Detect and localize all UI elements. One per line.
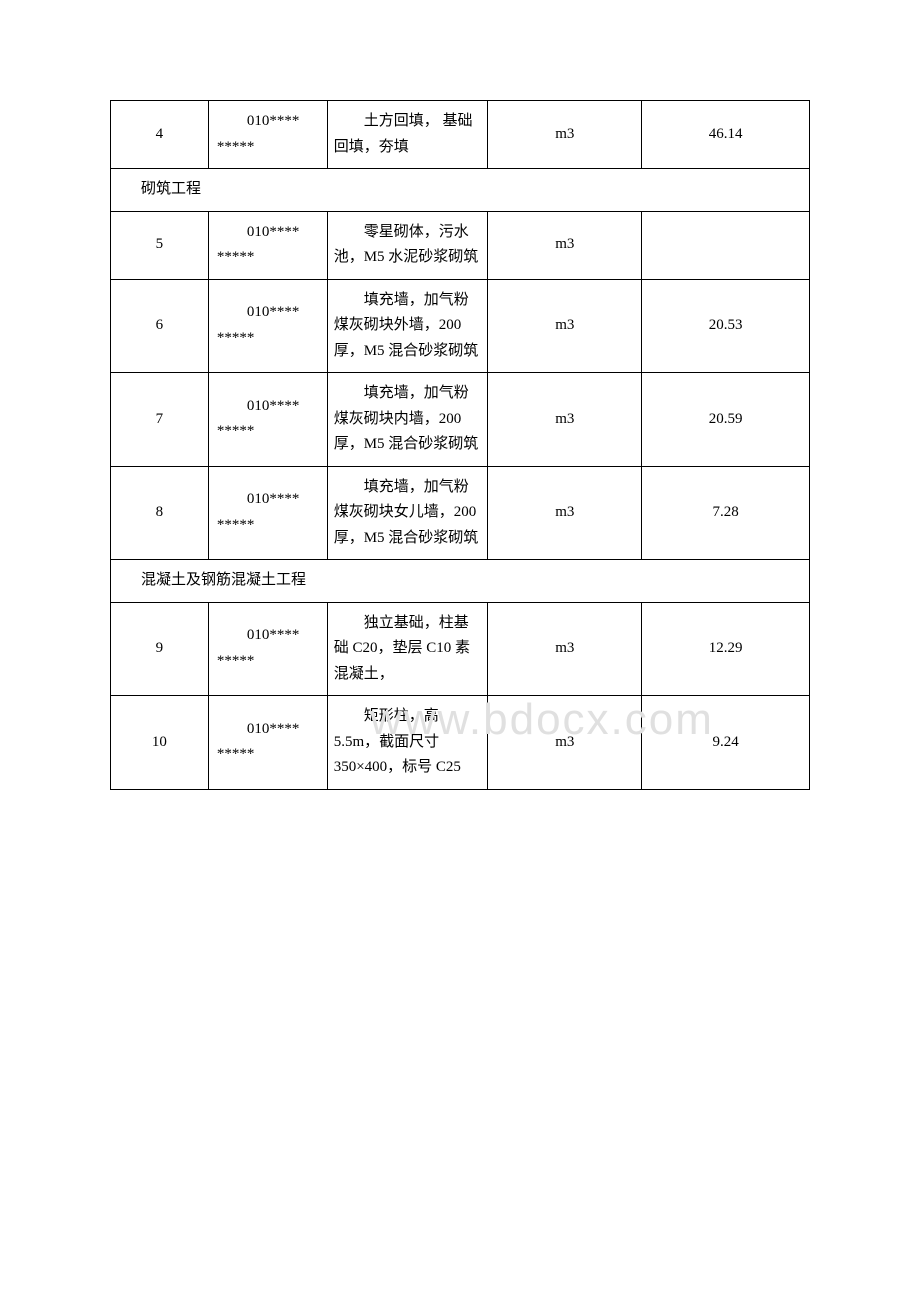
cell-qty: 20.59 bbox=[642, 373, 810, 467]
cell-num: 7 bbox=[111, 373, 209, 467]
cell-unit: m3 bbox=[488, 101, 642, 169]
cell-code: 010**** ***** bbox=[208, 373, 327, 467]
table-row: 9 010**** ***** 独立基础，柱基础 C20，垫层 C10 素混凝土… bbox=[111, 602, 810, 696]
cell-num: 5 bbox=[111, 211, 209, 279]
cell-desc: 填充墙，加气粉煤灰砌块内墙，200 厚，M5 混合砂浆砌筑 bbox=[327, 373, 488, 467]
table-row: 5 010**** ***** 零星砌体，污水池，M5 水泥砂浆砌筑 m3 bbox=[111, 211, 810, 279]
cell-num: 8 bbox=[111, 466, 209, 560]
cell-code: 010**** ***** bbox=[208, 279, 327, 373]
cell-unit: m3 bbox=[488, 466, 642, 560]
table-row: 6 010**** ***** 填充墙，加气粉煤灰砌块外墙，200 厚，M5 混… bbox=[111, 279, 810, 373]
cell-desc: 土方回填， 基础回填，夯填 bbox=[327, 101, 488, 169]
cell-qty: 46.14 bbox=[642, 101, 810, 169]
cell-desc: 矩形柱，高 5.5m，截面尺寸 350×400，标号 C25 bbox=[327, 696, 488, 790]
table-row: 8 010**** ***** 填充墙，加气粉煤灰砌块女儿墙，200 厚，M5 … bbox=[111, 466, 810, 560]
cell-code: 010**** ***** bbox=[208, 101, 327, 169]
cell-desc: 填充墙，加气粉煤灰砌块外墙，200 厚，M5 混合砂浆砌筑 bbox=[327, 279, 488, 373]
table-body: 4 010**** ***** 土方回填， 基础回填，夯填 m3 46.14 砌… bbox=[111, 101, 810, 790]
cell-num: 6 bbox=[111, 279, 209, 373]
section-header: 混凝土及钢筋混凝土工程 bbox=[111, 560, 810, 603]
table-wrapper: www.bdocx.com 4 010**** ***** 土方回填， 基础回填… bbox=[110, 100, 810, 790]
table-row: 7 010**** ***** 填充墙，加气粉煤灰砌块内墙，200 厚，M5 混… bbox=[111, 373, 810, 467]
cell-desc: 独立基础，柱基础 C20，垫层 C10 素混凝土， bbox=[327, 602, 488, 696]
cell-unit: m3 bbox=[488, 373, 642, 467]
cell-qty: 20.53 bbox=[642, 279, 810, 373]
table-section-row: 混凝土及钢筋混凝土工程 bbox=[111, 560, 810, 603]
cell-unit: m3 bbox=[488, 696, 642, 790]
cell-unit: m3 bbox=[488, 602, 642, 696]
table-row: 10 010**** ***** 矩形柱，高 5.5m，截面尺寸 350×400… bbox=[111, 696, 810, 790]
bill-of-quantities-table: 4 010**** ***** 土方回填， 基础回填，夯填 m3 46.14 砌… bbox=[110, 100, 810, 790]
cell-desc: 零星砌体，污水池，M5 水泥砂浆砌筑 bbox=[327, 211, 488, 279]
cell-code: 010**** ***** bbox=[208, 211, 327, 279]
cell-num: 10 bbox=[111, 696, 209, 790]
cell-num: 4 bbox=[111, 101, 209, 169]
cell-unit: m3 bbox=[488, 279, 642, 373]
cell-code: 010**** ***** bbox=[208, 602, 327, 696]
cell-desc: 填充墙，加气粉煤灰砌块女儿墙，200 厚，M5 混合砂浆砌筑 bbox=[327, 466, 488, 560]
cell-code: 010**** ***** bbox=[208, 466, 327, 560]
cell-num: 9 bbox=[111, 602, 209, 696]
table-section-row: 砌筑工程 bbox=[111, 169, 810, 212]
cell-qty: 9.24 bbox=[642, 696, 810, 790]
cell-qty: 12.29 bbox=[642, 602, 810, 696]
cell-unit: m3 bbox=[488, 211, 642, 279]
table-row: 4 010**** ***** 土方回填， 基础回填，夯填 m3 46.14 bbox=[111, 101, 810, 169]
cell-code: 010**** ***** bbox=[208, 696, 327, 790]
section-header: 砌筑工程 bbox=[111, 169, 810, 212]
cell-qty: 7.28 bbox=[642, 466, 810, 560]
cell-qty bbox=[642, 211, 810, 279]
